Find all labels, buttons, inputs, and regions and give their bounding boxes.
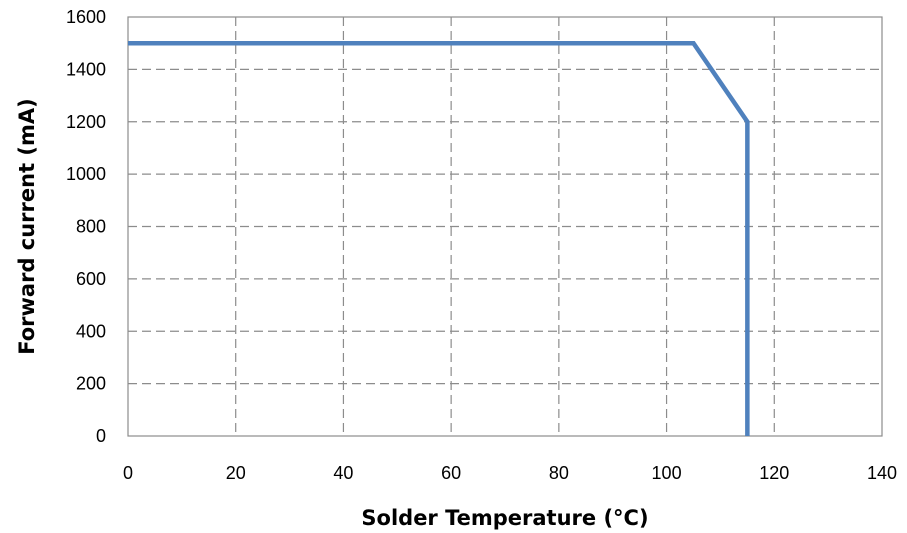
x-tick-label: 60 [441,463,461,483]
y-tick-label: 400 [76,321,106,341]
y-tick-label: 1400 [66,59,106,79]
y-tick-labels: 0 200 400 600 800 1000 1200 1400 1600 [66,7,106,446]
x-axis-title: Solder Temperature (°C) [361,506,648,530]
y-tick-label: 600 [76,269,106,289]
x-tick-label: 80 [549,463,569,483]
x-tick-label: 140 [867,463,897,483]
y-axis-title: Forward current (mA) [15,98,39,355]
y-tick-label: 800 [76,217,106,237]
x-tick-label: 100 [652,463,682,483]
x-tick-labels: 0 20 40 60 80 100 120 140 [123,463,897,483]
series-line [128,40,750,436]
series-layer [128,40,750,436]
x-tick-label: 40 [333,463,353,483]
y-tick-label: 1600 [66,7,106,27]
y-tick-label: 200 [76,374,106,394]
x-tick-label: 120 [759,463,789,483]
y-tick-label: 1200 [66,112,106,132]
y-tick-label: 0 [96,426,106,446]
y-tick-label: 1000 [66,164,106,184]
grid [128,17,882,436]
x-tick-label: 20 [226,463,246,483]
x-tick-label: 0 [123,463,133,483]
plot-area-frame [127,16,883,437]
